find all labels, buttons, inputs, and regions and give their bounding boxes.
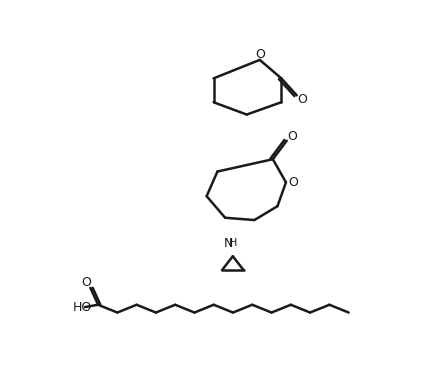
Text: O: O	[289, 176, 298, 189]
Text: O: O	[297, 93, 307, 106]
Text: O: O	[287, 130, 297, 144]
Text: H: H	[229, 238, 237, 248]
Text: HO: HO	[73, 301, 92, 314]
Text: O: O	[82, 276, 91, 289]
Text: N: N	[223, 237, 233, 250]
Text: O: O	[255, 48, 265, 61]
